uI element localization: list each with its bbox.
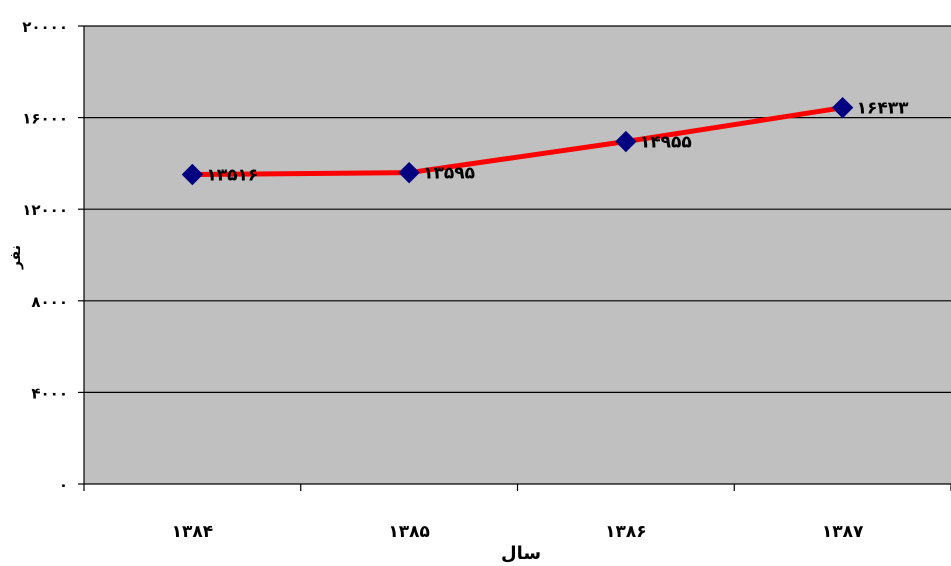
data-point-marker (398, 161, 420, 184)
data-label: ۱۳۵۱۶ (206, 165, 258, 185)
series-line-path (189, 105, 846, 177)
x-axis-title: سال (501, 543, 541, 564)
data-label: ۱۶۴۳۳ (857, 99, 910, 119)
y-tick-label: ۰ (59, 476, 68, 494)
x-tick-label: ۱۳۸۵ (388, 522, 430, 542)
y-tick-label: ۸۰۰۰ (31, 293, 68, 311)
data-label: ۱۴۹۵۵ (640, 133, 692, 153)
data-labels: ۱۳۵۱۶ ۱۳۵۹۵ ۱۴۹۵۵ ۱۶۴۳۳ (206, 99, 909, 186)
x-tick-label: ۱۳۸۷ (822, 522, 864, 542)
data-point-marker (831, 96, 854, 119)
y-axis-title: نفر (8, 245, 24, 270)
y-tick-label: ۴۰۰۰ (31, 384, 68, 402)
x-tick-labels: ۱۳۸۴ ۱۳۸۵ ۱۳۸۶ ۱۳۸۷ (172, 522, 864, 542)
plot-area (84, 26, 951, 484)
data-point-marker (615, 130, 637, 153)
x-tick-label: ۱۳۸۴ (172, 522, 214, 542)
y-tick-label: ۲۰۰۰۰ (22, 18, 68, 36)
axes (78, 25, 951, 491)
x-tick-label: ۱۳۸۶ (605, 522, 647, 542)
data-label: ۱۳۵۹۵ (423, 164, 475, 184)
gridlines (84, 25, 951, 393)
series-markers (181, 96, 854, 186)
y-tick-labels: ۰ ۴۰۰۰ ۸۰۰۰ ۱۲۰۰۰ ۱۶۰۰۰ ۲۰۰۰۰ (22, 18, 68, 494)
y-tick-label: ۱۶۰۰۰ (22, 110, 68, 128)
y-tick-label: ۱۲۰۰۰ (22, 201, 68, 219)
data-point-marker (181, 163, 204, 186)
series-line (189, 105, 846, 177)
